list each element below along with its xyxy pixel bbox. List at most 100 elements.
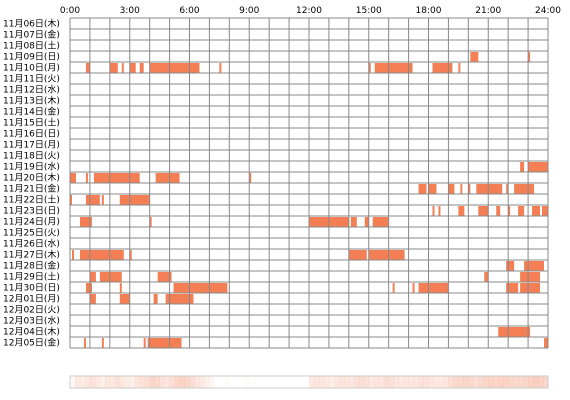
- strip-cell: [159, 376, 166, 388]
- strip-cell: [309, 376, 315, 388]
- strip-cell: [104, 376, 111, 388]
- strip-cell: [304, 376, 309, 388]
- activity-bar: [93, 173, 140, 183]
- activity-bar: [119, 294, 130, 304]
- strip-cell: [74, 376, 81, 388]
- x-tick-label: 24:00: [535, 6, 561, 16]
- activity-bar: [79, 217, 92, 227]
- strip-cell: [194, 376, 200, 388]
- activity-bar: [147, 338, 182, 348]
- activity-bar: [518, 206, 525, 216]
- activity-bar: [119, 283, 122, 293]
- strip-cell: [318, 376, 325, 388]
- activity-bar: [70, 195, 72, 205]
- activity-bar: [89, 272, 96, 282]
- strip-cell: [234, 376, 239, 388]
- strip-cell: [478, 376, 484, 388]
- x-axis-tick-labels: 0:00 3:00 6:00 9:00 12:00 15:00 18:00 21:00 24:0…: [60, 6, 561, 16]
- strip-cell: [313, 376, 320, 388]
- strip-cell: [383, 376, 390, 388]
- activity-bar: [71, 250, 74, 260]
- activity-bar: [143, 338, 146, 348]
- row-label: 11月16日(日): [3, 129, 60, 140]
- strip-cell: [114, 376, 121, 388]
- activity-bar: [476, 184, 503, 194]
- strip-cell: [523, 376, 529, 388]
- row-label: 11月29日(土): [3, 271, 60, 283]
- strip-cell: [129, 376, 136, 388]
- activity-bar: [119, 195, 150, 205]
- strip-cell: [294, 376, 299, 388]
- strip-cell: [388, 376, 395, 388]
- activity-bar: [139, 63, 144, 73]
- strip-cell: [453, 376, 459, 388]
- strip-cell: [438, 376, 444, 388]
- strip-cell: [458, 376, 464, 388]
- day-rows: 11月06日(木)11月07日(金)11月08日(土)11月09日(日)11月1…: [3, 17, 549, 349]
- strip-cell: [378, 376, 385, 388]
- activity-bar: [458, 206, 465, 216]
- activity-bar: [418, 184, 427, 194]
- row-label: 11月08日(土): [3, 40, 60, 52]
- activity-bar: [368, 63, 371, 73]
- strip-cell: [189, 376, 195, 388]
- strip-cell: [543, 376, 549, 388]
- activity-bar: [89, 294, 96, 304]
- activity-bar: [438, 206, 441, 216]
- row-label: 11月28日(金): [3, 260, 60, 272]
- activity-bar: [165, 294, 194, 304]
- activity-bar: [348, 250, 367, 260]
- row-label: 11月27日(木): [3, 249, 60, 261]
- strip-cell: [508, 376, 514, 388]
- strip-cell: [348, 376, 355, 388]
- strip-cell: [199, 376, 205, 388]
- strip-cell: [428, 376, 434, 388]
- strip-cell: [279, 376, 284, 388]
- strip-cell: [493, 376, 499, 388]
- strip-cell: [154, 376, 161, 388]
- x-tick-label: 15:00: [356, 6, 382, 16]
- strip-cell: [403, 376, 409, 388]
- row-label: 11月26日(水): [3, 238, 60, 250]
- activity-bar: [350, 217, 357, 227]
- activity-bar: [149, 217, 152, 227]
- row-label: 12月04日(木): [3, 326, 60, 338]
- row-label: 11月12日(水): [3, 84, 60, 96]
- strip-cell: [204, 376, 210, 388]
- strip-cell: [134, 376, 141, 388]
- strip-cell: [224, 376, 230, 388]
- x-tick-label: 3:00: [120, 6, 140, 16]
- activity-bar: [542, 206, 548, 216]
- activity-bar: [79, 250, 124, 260]
- activity-bar: [83, 338, 86, 348]
- activity-bar: [418, 283, 449, 293]
- strip-cell: [368, 376, 375, 388]
- activity-bar: [249, 173, 252, 183]
- strip-cell: [418, 376, 424, 388]
- strip-cell: [498, 376, 504, 388]
- activity-bar: [109, 63, 118, 73]
- strip-cell: [89, 376, 96, 388]
- strip-cell: [468, 376, 474, 388]
- strip-cell: [488, 376, 494, 388]
- strip-cell: [264, 376, 269, 388]
- activity-bar: [85, 63, 90, 73]
- strip-cell: [274, 376, 279, 388]
- row-label: 11月22日(土): [3, 194, 60, 206]
- row-label: 11月11日(火): [3, 74, 60, 85]
- strip-cell: [473, 376, 479, 388]
- row-label: 12月03日(水): [3, 315, 60, 327]
- activity-bar: [520, 272, 541, 282]
- activity-bar: [544, 338, 548, 348]
- row-label: 11月20日(木): [3, 172, 60, 184]
- strip-cell: [79, 376, 86, 388]
- activity-bar: [506, 261, 515, 271]
- strip-cell: [483, 376, 489, 388]
- strip-cell: [503, 376, 509, 388]
- strip-cell: [518, 376, 524, 388]
- strip-cell: [373, 376, 380, 388]
- row-label: 11月07日(金): [3, 29, 60, 41]
- activity-bar: [432, 63, 453, 73]
- strip-cell: [299, 376, 304, 388]
